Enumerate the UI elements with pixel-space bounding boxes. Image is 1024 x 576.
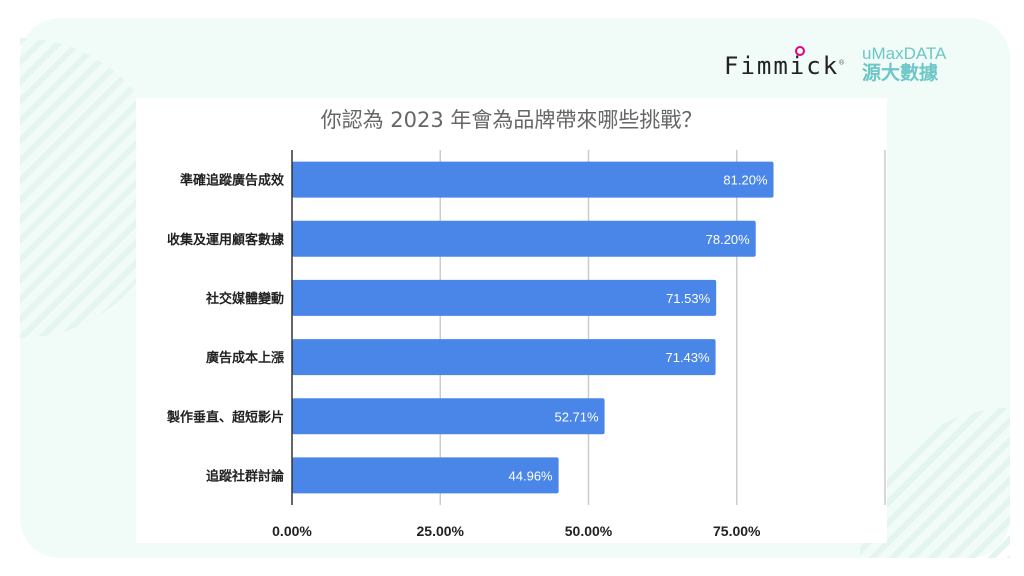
data-label: 81.20% [723,173,768,188]
x-tick-label: 25.00% [417,523,465,539]
x-tick-label: 75.00% [713,523,761,539]
bar [292,457,559,494]
umaxdata-logo: uMaxDATA 源大數據 [862,44,947,84]
category-label: 準確追蹤廣告成效 [180,173,285,189]
category-label: 製作垂直、超短影片 [166,409,284,425]
bar [292,339,716,376]
bar [292,279,717,316]
data-label: 44.96% [509,468,554,483]
bar [292,398,605,435]
data-label: 71.43% [665,350,710,365]
category-label: 廣告成本上漲 [206,350,285,366]
category-label: 追蹤社群討論 [206,468,285,484]
data-label: 71.53% [666,291,711,306]
bar [292,161,774,198]
fimmick-logo: Fimmick® [724,46,846,80]
data-label: 52.71% [554,409,599,424]
category-label: 社交媒體變動 [205,291,284,307]
chart: 你認為 2023 年會為品牌帶來哪些挑戰？ 81.20% 準確追蹤廣告成效 78.2… [136,98,887,543]
x-tick-label: 50.00% [565,523,613,539]
bar [292,220,756,257]
category-label: 收集及運用顧客數據 [167,232,285,248]
bar-chart-svg: 81.20% 準確追蹤廣告成效 78.20% 收集及運用顧客數據 71.53% 社交媒體變… [166,150,886,539]
x-tick-label: 0.00% [272,523,312,539]
chart-title: 你認為 2023 年會為品牌帶來哪些挑戰？ [320,108,703,132]
data-label: 78.20% [706,232,751,247]
